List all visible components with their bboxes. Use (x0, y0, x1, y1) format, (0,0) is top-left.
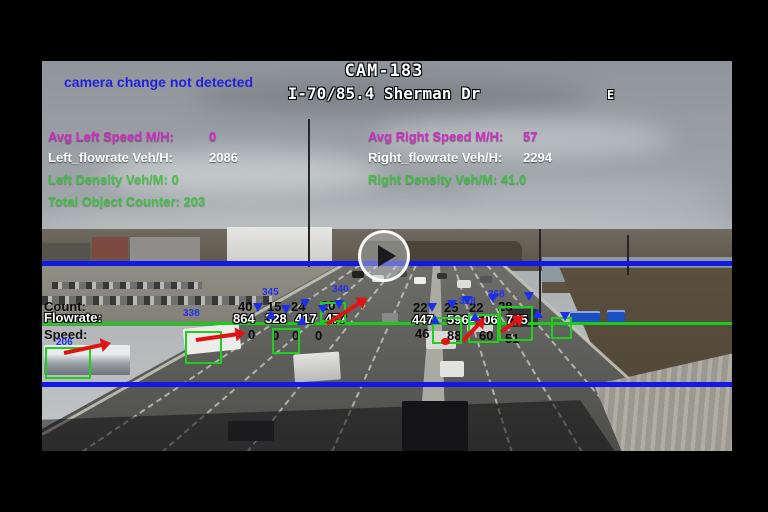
camera-direction: E (607, 88, 615, 102)
speed-value: 0 (248, 327, 256, 342)
speed-row-label: Speed: (44, 327, 88, 342)
semi-truck-silhouette (402, 401, 468, 451)
track-id: 345 (262, 287, 279, 298)
vehicle-far (480, 276, 492, 283)
lane-marker (533, 309, 543, 318)
utility-pole (627, 235, 629, 275)
car-dark (228, 421, 274, 441)
track-id: 206 (56, 337, 73, 348)
lane-marker (524, 292, 534, 301)
lane-marker (470, 312, 480, 321)
left-density: Left Density Veh/M: 0 (48, 172, 179, 187)
detection-box (272, 328, 300, 354)
play-button[interactable] (358, 230, 410, 282)
left-density-label: Left Density Veh/M: (48, 172, 168, 187)
lane-marker (334, 300, 344, 309)
parked-car-row (52, 282, 202, 289)
avg-right-speed-value: 57 (523, 129, 538, 144)
camera-location-title: I-70/85.4 Sherman Dr (287, 84, 481, 103)
highway-guide-sign (570, 311, 600, 325)
highway-guide-sign (607, 310, 625, 325)
total-object-counter-label: Total Object Counter: (48, 194, 180, 209)
count-row-label: Count: (44, 299, 86, 314)
building-white-warehouse (227, 227, 332, 261)
flowrate-value: 447 (412, 312, 434, 327)
speed-value: 0 (315, 328, 323, 343)
lane-marker (560, 312, 570, 321)
left-flowrate-label: Left_flowrate Veh/H: (48, 150, 173, 165)
right-density: Right Density Veh/M: 41.0 (368, 172, 526, 187)
detection-box (468, 314, 499, 343)
flowrate-value: 596 (447, 312, 469, 327)
detection-box (45, 347, 91, 379)
speed-value: 88 (447, 328, 462, 343)
camera-id-title: CAM-183 (344, 61, 424, 81)
avg-left-speed-label: Avg Left Speed M/H: (48, 129, 174, 144)
lane-marker (266, 310, 276, 319)
camera-status-text: camera change not detected (64, 74, 254, 90)
utility-pole (308, 119, 310, 267)
avg-right-speed-label: Avg Right Speed M/H: (368, 129, 504, 144)
lane-marker (297, 316, 307, 325)
cloud (372, 119, 672, 159)
detection-line-green (42, 322, 732, 325)
cloud (462, 181, 722, 211)
vehicle-far (457, 280, 471, 288)
speed-value: 0 (292, 328, 300, 343)
lane-marker (300, 299, 310, 308)
right-density-value: 41.0 (500, 172, 527, 187)
lane-marker (488, 294, 498, 303)
parked-car-row (42, 296, 272, 305)
speed-value: 51 (505, 331, 520, 346)
track-id: 340 (332, 284, 349, 295)
total-object-counter: Total Object Counter: 203 (48, 194, 205, 209)
avg-left-speed-value: 0 (209, 129, 217, 144)
lane-marker (253, 303, 263, 312)
flowrate-row-label: Flowrate: (44, 310, 102, 325)
vehicle-far (352, 271, 364, 278)
lane-marker (427, 303, 437, 312)
lane-marker (318, 305, 328, 314)
car (382, 313, 398, 323)
right-density-label: Right Density Veh/M: (368, 172, 498, 187)
lane-marker (447, 300, 457, 309)
detection-line-blue-lower (42, 382, 732, 387)
count-value: 22 (413, 300, 428, 315)
left-flowrate-value: 2086 (209, 150, 238, 165)
speed-value: 46 (415, 326, 430, 341)
flowrate-value: 864 (233, 311, 255, 326)
total-object-counter-value: 203 (183, 194, 206, 209)
van-white (440, 361, 464, 377)
building (42, 243, 90, 261)
detection-box (499, 306, 533, 341)
play-icon (377, 245, 396, 267)
pickup-truck (293, 351, 341, 383)
utility-pole (539, 229, 541, 313)
cloud (192, 81, 592, 113)
left-density-value: 0 (171, 172, 179, 187)
cloud (102, 151, 382, 197)
speed-value: 60 (479, 328, 494, 343)
right-flowrate-label: Right_flowrate Veh/H: (368, 150, 503, 165)
vehicle-far (437, 273, 447, 279)
motion-dot (441, 338, 450, 345)
lane-marker (281, 305, 291, 314)
building (130, 237, 200, 261)
track-id: 338 (183, 308, 200, 319)
count-value: 22 (469, 300, 484, 315)
vehicle-far (414, 277, 426, 284)
detection-box (185, 331, 222, 364)
lane-marker (462, 296, 472, 305)
speed-value: 0 (272, 328, 280, 343)
lane-marker (430, 315, 440, 324)
building (92, 237, 128, 259)
count-value: 40 (238, 299, 253, 314)
right-flowrate-value: 2294 (523, 150, 552, 165)
